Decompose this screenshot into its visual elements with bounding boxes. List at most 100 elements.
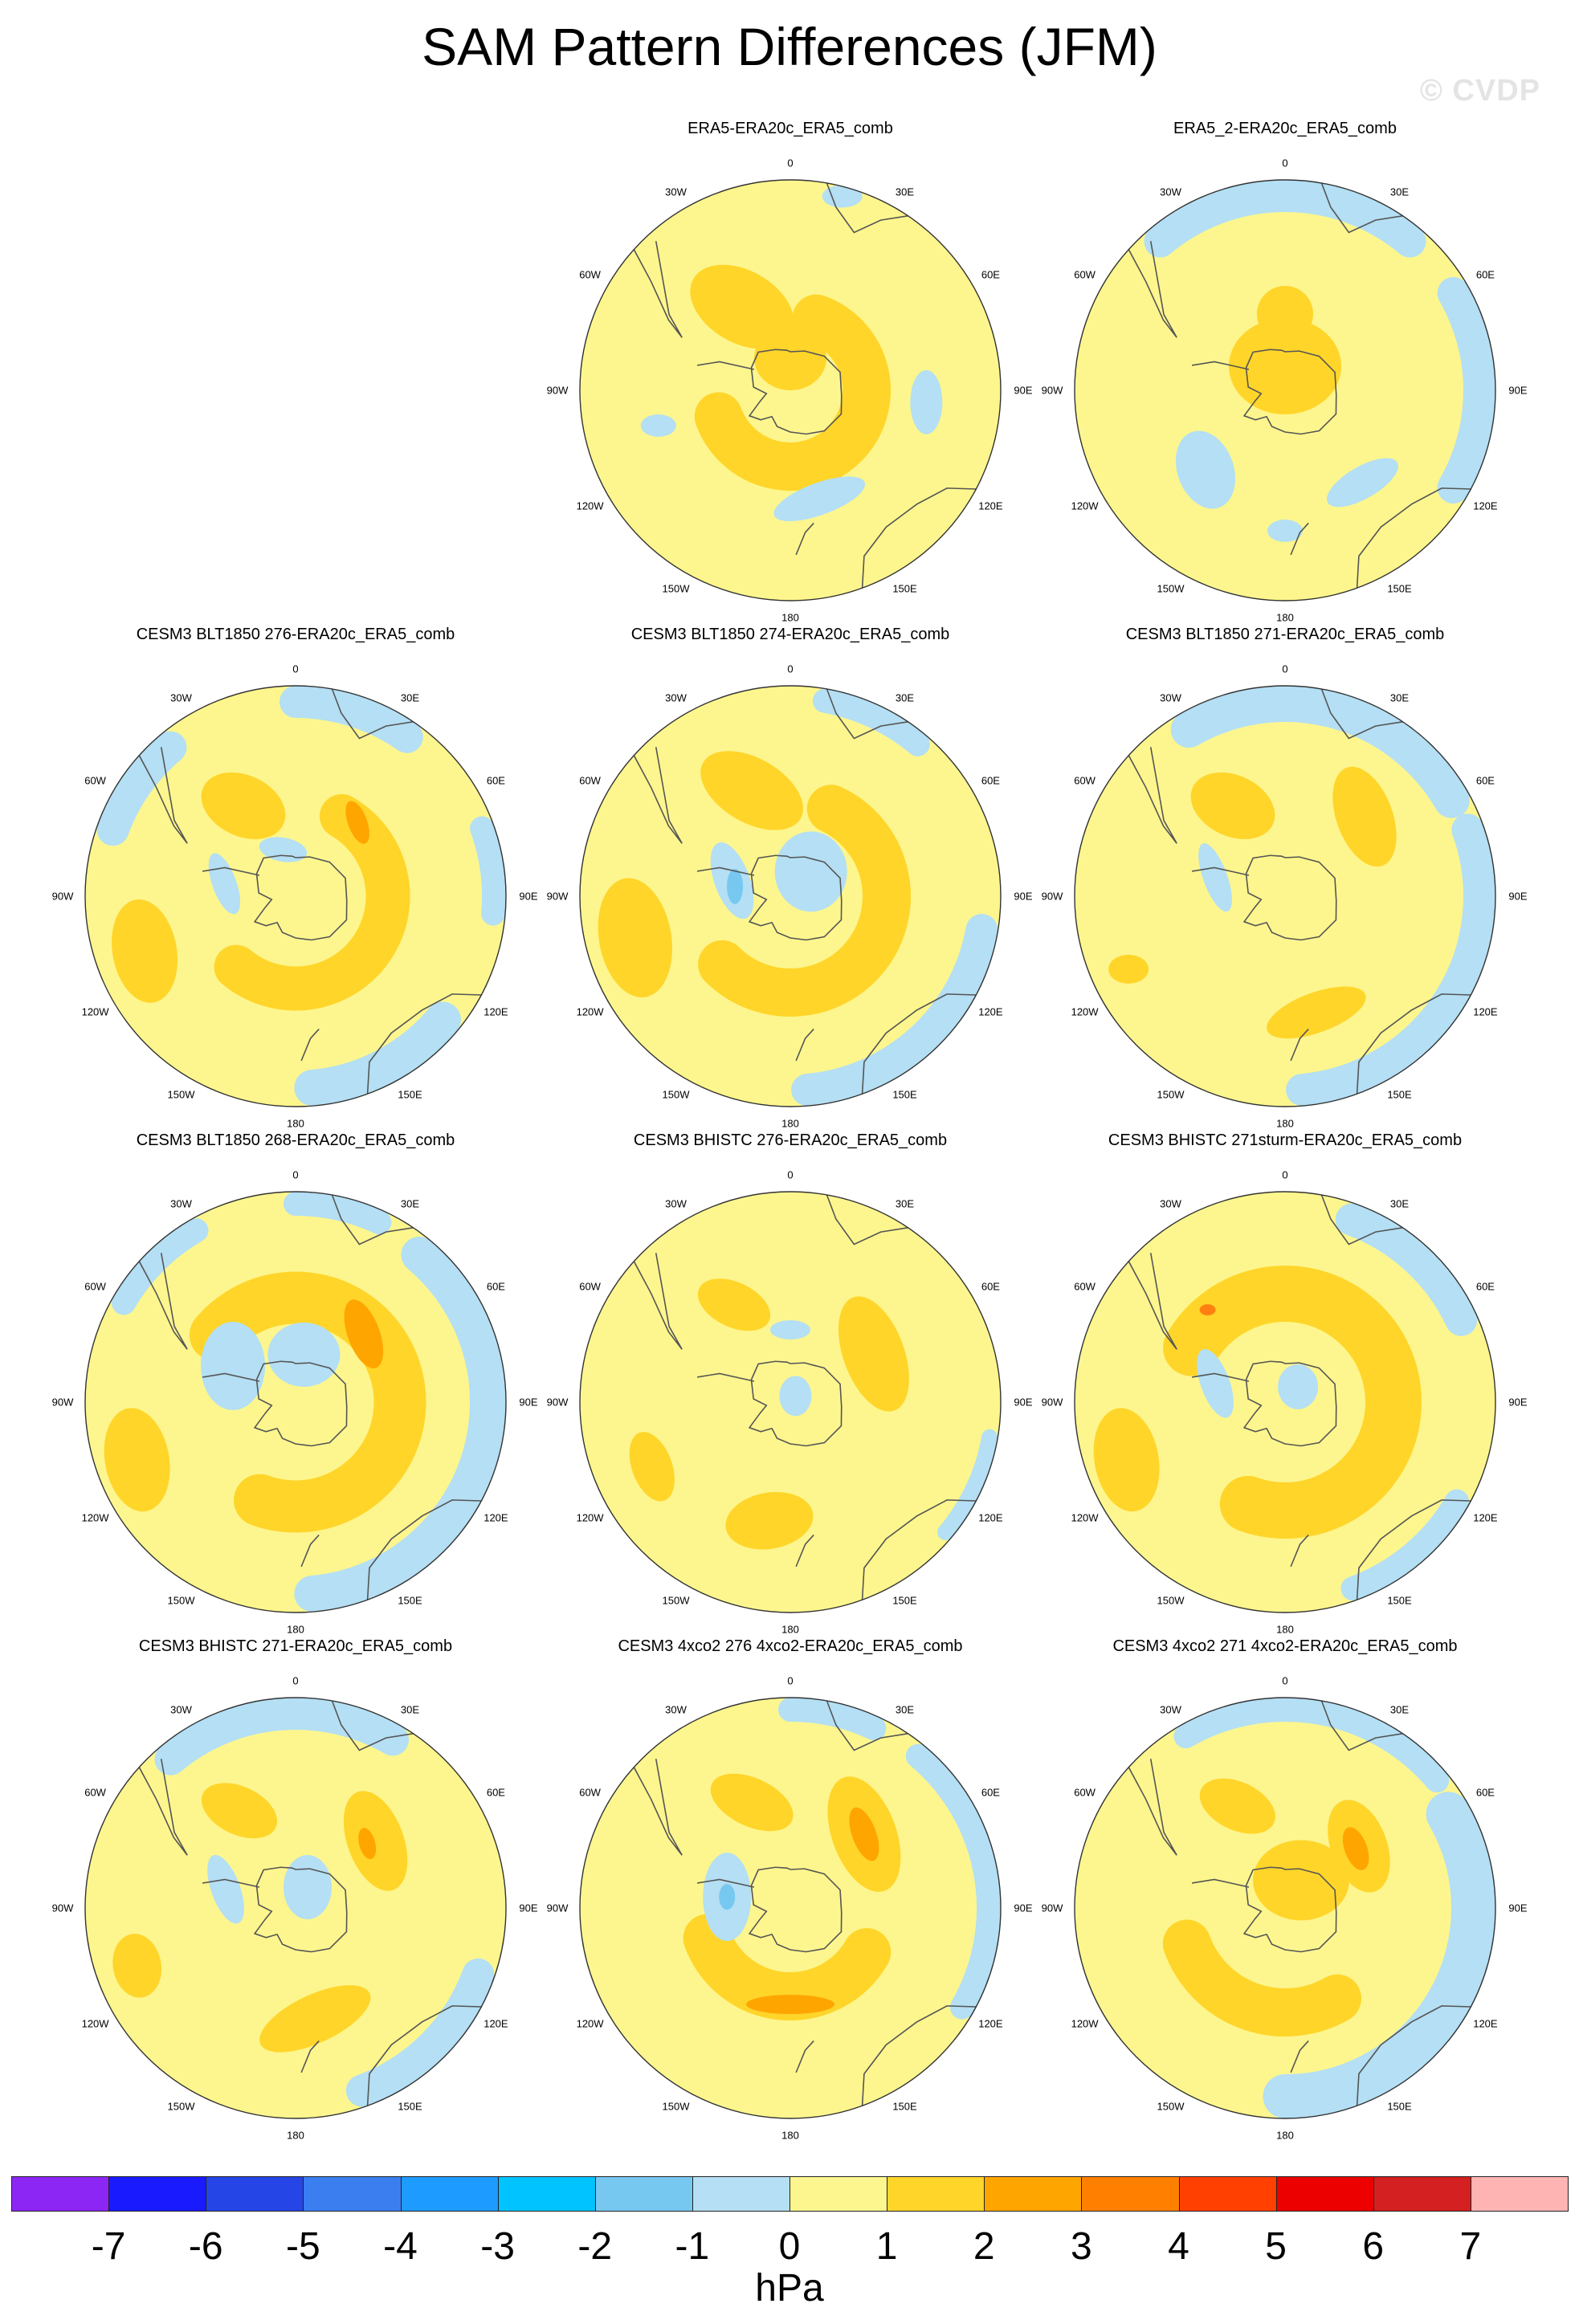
africa-coastline (1320, 1194, 1403, 1246)
colorbar-swatch (790, 2176, 888, 2212)
peninsula-coastline (202, 866, 260, 876)
australia-coastline (366, 993, 482, 1095)
map-border (1074, 179, 1496, 601)
longitude-label: 90E (1014, 1396, 1033, 1409)
new-zealand-coastline (1290, 2040, 1309, 2073)
longitude-label: 150E (892, 1594, 917, 1607)
south-america-coastline (633, 1253, 683, 1350)
longitude-label: 150W (1157, 1088, 1185, 1101)
new-zealand-coastline (1290, 522, 1309, 556)
antarctica-coastline (1242, 854, 1337, 941)
longitude-label: 120W (81, 2017, 109, 2030)
antarctica-coastline (748, 854, 843, 941)
contour-field (85, 1192, 506, 1613)
longitude-label: 0 (787, 157, 794, 169)
positive-anomaly (598, 878, 673, 998)
longitude-label: 120W (576, 1511, 604, 1524)
positive-anomaly (259, 1985, 371, 2053)
negative-anomaly (1267, 520, 1303, 542)
longitude-label: 60E (981, 774, 1000, 787)
colorbar-tick-label: 2 (973, 2225, 995, 2268)
longitude-label: 60E (1475, 1786, 1495, 1799)
positive-anomaly (697, 1278, 771, 1331)
south-america-coastline (138, 1253, 188, 1350)
positive-anomaly (694, 294, 891, 491)
new-zealand-coastline (795, 1534, 814, 1568)
colorbar-swatch (497, 2176, 596, 2212)
antarctica-coastline (748, 349, 843, 435)
positive-anomaly (690, 264, 794, 349)
south-america-coastline (1128, 1759, 1177, 1856)
map-panel: CESM3 BHISTC 271-ERA20c_ERA5_comb 0 30E 60E… (52, 1637, 538, 2143)
longitude-label: 120E (483, 1005, 508, 1018)
negative-anomaly (822, 185, 863, 208)
map-border (579, 179, 1002, 601)
positive-anomaly (1190, 772, 1275, 839)
new-zealand-coastline (795, 522, 814, 556)
peninsula-coastline (696, 866, 755, 876)
longitude-label: 180 (287, 1623, 304, 1636)
longitude-label: 0 (787, 1168, 794, 1181)
colorbar-swatch (108, 2176, 207, 2212)
longitude-label: 150W (662, 1594, 690, 1607)
longitude-label: 90E (1014, 384, 1033, 397)
polar-map (1074, 1191, 1496, 1613)
longitude-label: 150E (892, 1088, 917, 1101)
strong-anomaly (1199, 1304, 1216, 1316)
peninsula-coastline (696, 1878, 755, 1888)
longitude-label: 30E (1389, 1197, 1410, 1210)
new-zealand-coastline (300, 1534, 320, 1568)
strong-anomaly (358, 1828, 377, 1860)
longitude-label: 30E (1389, 691, 1410, 704)
new-zealand-coastline (795, 1028, 814, 1062)
map-panel: CESM3 4xco2 276 4xco2-ERA20c_ERA5_comb 0 3… (546, 1637, 1033, 2143)
south-america-coastline (1128, 241, 1177, 338)
longitude-label: 150W (662, 2100, 690, 2113)
negative-anomaly (1335, 1203, 1478, 1336)
colorbar-tick-label: -5 (286, 2225, 320, 2268)
africa-coastline (826, 1700, 908, 1751)
longitude-label: 60E (981, 1786, 1000, 1799)
longitude-label: 90W (546, 1902, 569, 1914)
africa-coastline (826, 1194, 908, 1246)
panel-title: ERA5_2-ERA20c_ERA5_comb (1173, 120, 1397, 137)
longitude-label: 90W (546, 384, 569, 397)
panel-title: ERA5-ERA20c_ERA5_comb (687, 120, 893, 137)
colorbar-tick-label: 5 (1265, 2225, 1287, 2268)
longitude-label: 120W (1071, 1511, 1099, 1524)
colorbar-tick-label: 6 (1362, 2225, 1385, 2268)
positive-anomaly (629, 1432, 675, 1502)
negative-anomaly (1326, 458, 1398, 508)
longitude-label: 30W (170, 691, 192, 704)
australia-coastline (1356, 993, 1471, 1095)
map-panel: CESM3 BLT1850 276-ERA20c_ERA5_comb 0 30E 60… (52, 625, 538, 1131)
contour-field (1075, 180, 1495, 601)
strong-anomaly (746, 1995, 834, 2014)
contour-field (580, 1698, 1001, 2118)
positive-anomaly (1229, 318, 1341, 414)
positive-anomaly (214, 793, 410, 1011)
australia-coastline (1356, 1499, 1471, 1600)
longitude-label: 150E (1387, 582, 1412, 595)
longitude-label: 30E (400, 1197, 420, 1210)
watermark: © CVDP (1419, 74, 1540, 108)
south-america-coastline (633, 1759, 683, 1856)
longitude-label: 30E (895, 691, 915, 704)
negative-anomaly (1198, 843, 1232, 912)
positive-anomaly (201, 1783, 278, 1839)
negative-anomaly (719, 1884, 736, 1910)
negative-anomaly (1263, 1792, 1495, 2118)
south-america-coastline (1128, 1253, 1177, 1350)
polar-map (1074, 179, 1496, 601)
longitude-label: 150W (167, 2100, 195, 2113)
map-panel: CESM3 BHISTC 276-ERA20c_ERA5_comb 0 30E 60E… (547, 1131, 1033, 1637)
colorbar-swatch (1373, 2176, 1471, 2212)
colorbar-tick-label: -1 (675, 2225, 710, 2268)
new-zealand-coastline (300, 1028, 320, 1062)
background-field (85, 1192, 506, 1613)
longitude-label: 30W (170, 1197, 192, 1210)
colorbar-tick-label: -4 (383, 2225, 418, 2268)
africa-coastline (331, 1194, 414, 1246)
negative-anomaly (727, 868, 744, 904)
longitude-label: 150W (662, 582, 690, 595)
